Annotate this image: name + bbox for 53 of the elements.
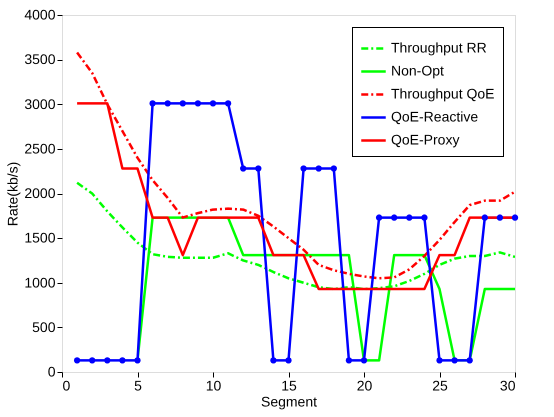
point: [210, 100, 216, 107]
x-tick-label: 20: [356, 378, 372, 394]
point: [194, 100, 202, 107]
point: [104, 357, 110, 364]
x-axis-title: Segment: [260, 394, 318, 410]
y-tick-label: 3000: [24, 96, 56, 112]
point: [316, 165, 322, 172]
point: [149, 100, 156, 107]
x-tick-label: 10: [206, 378, 222, 394]
y-tick-label: 0: [48, 364, 56, 380]
point: [180, 100, 186, 107]
point: [376, 214, 382, 221]
point: [451, 357, 458, 364]
legend-label: Throughput QoE: [391, 86, 495, 102]
legend-label: QoE-Reactive: [391, 108, 478, 124]
x-tick-label: 15: [281, 378, 297, 394]
point: [74, 357, 80, 364]
y-tick-label: 3500: [24, 51, 56, 68]
x-tick-label: 5: [134, 378, 142, 394]
point: [164, 100, 171, 107]
point: [496, 214, 504, 221]
point: [255, 165, 262, 172]
point: [466, 357, 473, 364]
point: [346, 357, 352, 364]
y-tick-label: 2000: [24, 185, 56, 201]
legend-label: Throughput RR: [391, 40, 487, 56]
point: [134, 357, 141, 364]
y-tick-label: 500: [32, 318, 56, 335]
point: [270, 357, 277, 364]
legend-label: Non-Opt: [391, 62, 444, 78]
point: [482, 214, 488, 221]
x-tick-label: 30: [500, 378, 516, 394]
point: [406, 214, 412, 221]
y-tick-label: 1000: [24, 274, 56, 290]
point: [89, 357, 96, 364]
y-axis-title: Rate(kb/s): [4, 162, 20, 226]
point: [240, 165, 246, 172]
point: [224, 100, 232, 107]
legend-label: QoE-Proxy: [391, 132, 460, 148]
point: [421, 214, 428, 221]
point: [436, 357, 443, 364]
y-tick-label: 4000: [24, 6, 56, 22]
x-tick-label: 0: [62, 378, 70, 394]
y-tick-label: 1500: [24, 230, 56, 246]
point: [300, 165, 307, 172]
y-tick-label: 2500: [24, 140, 56, 156]
point: [391, 214, 398, 221]
point: [360, 357, 368, 364]
point: [330, 165, 337, 172]
point: [285, 357, 292, 364]
x-tick-label: 25: [432, 378, 448, 394]
point: [119, 357, 126, 364]
point: [512, 214, 518, 221]
